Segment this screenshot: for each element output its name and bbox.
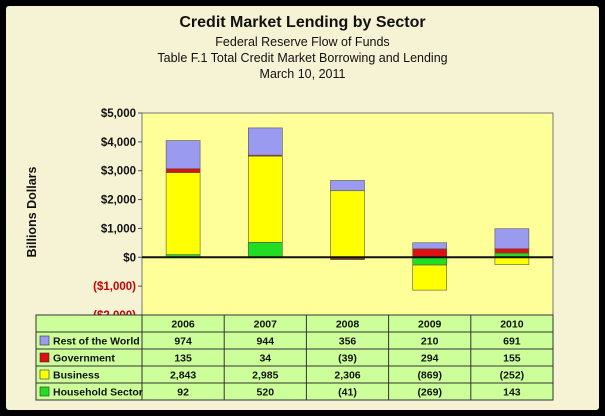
y-tick-label: $5,000 [101,108,136,120]
data-label: 691 [503,336,521,348]
y-tick-label: ($1,000) [93,281,136,293]
legend-label: Household Sector [53,387,143,399]
y-tick-label: $2,000 [101,195,136,207]
category-label: 2010 [500,319,524,331]
data-label: 974 [174,336,192,348]
bar-government [412,248,448,258]
legend-swatch [39,352,50,363]
data-label: 92 [177,387,189,399]
data-label: (39) [338,353,357,365]
data-label: 2,843 [170,370,196,382]
chart-subtitle-2: Table F.1 Total Credit Market Borrowing … [157,51,448,65]
bar-government [330,258,365,260]
data-label: 356 [339,336,357,348]
bar-rest-of-the-world [248,127,283,156]
bar-government [165,168,201,173]
category-label: 2007 [254,319,278,331]
bar-government [494,248,530,254]
bar-rest-of-the-world [165,140,201,169]
bar-business [248,155,283,243]
chart-title: Credit Market Lending by Sector [179,14,426,31]
legend-label: Business [53,370,100,382]
chart-subtitle-3: March 10, 2011 [259,67,346,81]
data-label: 294 [421,353,439,365]
bar-business [165,172,201,255]
data-label: 34 [259,353,271,365]
y-tick-label: $4,000 [101,137,136,149]
data-label: 155 [503,353,521,365]
bar-household-sector [412,256,448,266]
y-tick-label: $1,000 [101,223,136,235]
category-label: 2009 [418,319,442,331]
data-label: 210 [421,336,439,348]
legend-swatch [39,335,50,346]
data-label: (869) [417,370,442,382]
data-label: 2,985 [252,370,278,382]
data-label: 2,306 [334,370,360,382]
data-label: 135 [174,353,192,365]
y-tick-label: $0 [123,252,136,264]
category-label: 2008 [336,319,360,331]
bar-rest-of-the-world [412,242,448,250]
data-table [35,314,554,401]
legend-swatch [39,386,50,397]
data-label: 143 [503,387,521,399]
data-label: (269) [417,387,442,399]
data-label: 520 [257,387,275,399]
bar-rest-of-the-world [494,228,530,249]
legend-label: Rest of the World [53,336,140,348]
bar-rest-of-the-world [330,180,365,192]
data-label: (252) [500,370,525,382]
data-label: (41) [338,387,357,399]
bar-business [494,256,530,265]
chart-subtitle-1: Federal Reserve Flow of Funds [215,35,390,49]
y-tick-label: $3,000 [101,166,136,178]
legend-swatch [39,369,50,380]
data-label: 944 [257,336,275,348]
legend-label: Government [53,353,115,365]
bar-business [330,190,365,258]
bar-household-sector [248,241,283,258]
bar-business [412,264,448,291]
category-label: 2006 [171,319,195,331]
